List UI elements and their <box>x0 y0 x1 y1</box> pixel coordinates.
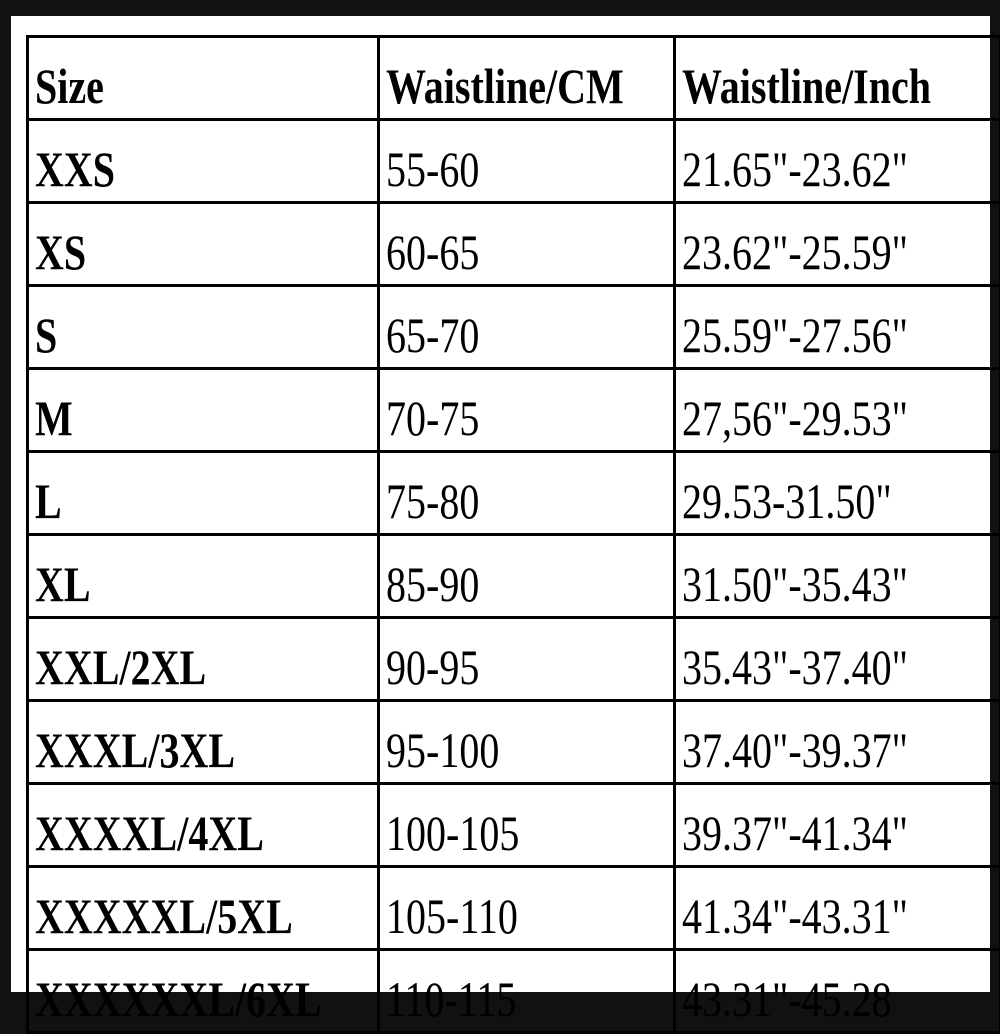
size-cell-text: XXL/2XL <box>35 635 206 699</box>
waist-cm-cell-text: 75-80 <box>386 469 479 533</box>
waist-cm-cell: 110-115 <box>379 950 675 1033</box>
header-waist-cm-label: Waistline/CM <box>386 54 624 118</box>
waist-inch-cell: 25.59"-27.56" <box>675 286 1000 369</box>
size-cell: XXXXXXL/6XL <box>28 950 379 1033</box>
waist-cm-cell-text: 55-60 <box>386 137 479 201</box>
size-cell-text: L <box>35 469 62 533</box>
size-cell-text: XXXXXL/5XL <box>35 884 293 948</box>
waist-inch-cell: 35.43"-37.40" <box>675 618 1000 701</box>
size-cell: XL <box>28 535 379 618</box>
size-cell: M <box>28 369 379 452</box>
header-waist-inch: Waistline/Inch <box>675 37 1000 120</box>
table-row: XL 85-90 31.50"-35.43" <box>28 535 1000 618</box>
waist-cm-cell: 75-80 <box>379 452 675 535</box>
waist-inch-cell-text: 31.50"-35.43" <box>682 552 908 616</box>
waist-inch-cell-text: 23.62"-25.59" <box>682 220 908 284</box>
size-cell: S <box>28 286 379 369</box>
waist-cm-cell: 70-75 <box>379 369 675 452</box>
waist-inch-cell-text: 39.37"-41.34" <box>682 801 908 865</box>
waist-inch-cell: 31.50"-35.43" <box>675 535 1000 618</box>
waist-inch-cell-text: 43.31"-45.28 <box>682 967 892 1031</box>
waist-cm-cell-text: 65-70 <box>386 303 479 367</box>
waist-inch-cell: 21.65"-23.62" <box>675 120 1000 203</box>
table-row: XXXXXXL/6XL 110-115 43.31"-45.28 <box>28 950 1000 1033</box>
header-waist-inch-label: Waistline/Inch <box>682 54 931 118</box>
waist-inch-cell-text: 41.34"-43.31" <box>682 884 908 948</box>
table-row: XXXXXL/5XL 105-110 41.34"-43.31" <box>28 867 1000 950</box>
waist-inch-cell-text: 29.53-31.50" <box>682 469 892 533</box>
table-row: L 75-80 29.53-31.50" <box>28 452 1000 535</box>
waist-cm-cell: 60-65 <box>379 203 675 286</box>
table-row: M 70-75 27,56"-29.53" <box>28 369 1000 452</box>
size-cell: XXXXXL/5XL <box>28 867 379 950</box>
size-cell-text: XXXXXXL/6XL <box>35 967 322 1031</box>
table-row: XXXL/3XL 95-100 37.40"-39.37" <box>28 701 1000 784</box>
waist-cm-cell-text: 90-95 <box>386 635 479 699</box>
waist-inch-cell-text: 37.40"-39.37" <box>682 718 908 782</box>
waist-cm-cell-text: 100-105 <box>386 801 519 865</box>
waist-cm-cell-text: 110-115 <box>386 967 516 1031</box>
waist-cm-cell: 95-100 <box>379 701 675 784</box>
table-row: XXL/2XL 90-95 35.43"-37.40" <box>28 618 1000 701</box>
waist-inch-cell: 37.40"-39.37" <box>675 701 1000 784</box>
size-cell: XXXL/3XL <box>28 701 379 784</box>
size-cell-text: XXXL/3XL <box>35 718 235 782</box>
size-cell-text: XXXXL/4XL <box>35 801 264 865</box>
size-cell: XS <box>28 203 379 286</box>
header-waist-cm: Waistline/CM <box>379 37 675 120</box>
waist-cm-cell-text: 95-100 <box>386 718 499 782</box>
waist-cm-cell-text: 70-75 <box>386 386 479 450</box>
size-cell-text: XXS <box>35 137 115 201</box>
header-size-label: Size <box>35 54 104 118</box>
header-row: Size Waistline/CM Waistline/Inch <box>28 37 1000 120</box>
waist-cm-cell-text: 105-110 <box>386 884 518 948</box>
size-cell-text: XS <box>35 220 86 284</box>
waist-inch-cell: 23.62"-25.59" <box>675 203 1000 286</box>
header-size: Size <box>28 37 379 120</box>
waist-cm-cell: 65-70 <box>379 286 675 369</box>
table-row: S 65-70 25.59"-27.56" <box>28 286 1000 369</box>
waist-inch-cell-text: 27,56"-29.53" <box>682 386 908 450</box>
waist-inch-cell: 27,56"-29.53" <box>675 369 1000 452</box>
waist-cm-cell: 55-60 <box>379 120 675 203</box>
size-cell-text: XL <box>35 552 91 616</box>
size-cell-text: M <box>35 386 73 450</box>
waist-inch-cell: 29.53-31.50" <box>675 452 1000 535</box>
waist-cm-cell-text: 85-90 <box>386 552 479 616</box>
size-cell: XXXXL/4XL <box>28 784 379 867</box>
waist-inch-cell-text: 21.65"-23.62" <box>682 137 908 201</box>
size-cell: L <box>28 452 379 535</box>
table-row: XXXXL/4XL 100-105 39.37"-41.34" <box>28 784 1000 867</box>
waist-inch-cell-text: 25.59"-27.56" <box>682 303 908 367</box>
waist-inch-cell: 41.34"-43.31" <box>675 867 1000 950</box>
size-cell: XXS <box>28 120 379 203</box>
waist-cm-cell: 105-110 <box>379 867 675 950</box>
waist-cm-cell: 85-90 <box>379 535 675 618</box>
waist-cm-cell: 90-95 <box>379 618 675 701</box>
waist-cm-cell-text: 60-65 <box>386 220 479 284</box>
size-chart-table: Size Waistline/CM Waistline/Inch XXS 55-6… <box>26 35 1000 1034</box>
table-row: XS 60-65 23.62"-25.59" <box>28 203 1000 286</box>
waist-inch-cell: 39.37"-41.34" <box>675 784 1000 867</box>
size-cell-text: S <box>35 303 57 367</box>
waist-cm-cell: 100-105 <box>379 784 675 867</box>
size-chart-sheet: Size Waistline/CM Waistline/Inch XXS 55-6… <box>11 16 990 992</box>
waist-inch-cell: 43.31"-45.28 <box>675 950 1000 1033</box>
table-row: XXS 55-60 21.65"-23.62" <box>28 120 1000 203</box>
size-cell: XXL/2XL <box>28 618 379 701</box>
waist-inch-cell-text: 35.43"-37.40" <box>682 635 908 699</box>
